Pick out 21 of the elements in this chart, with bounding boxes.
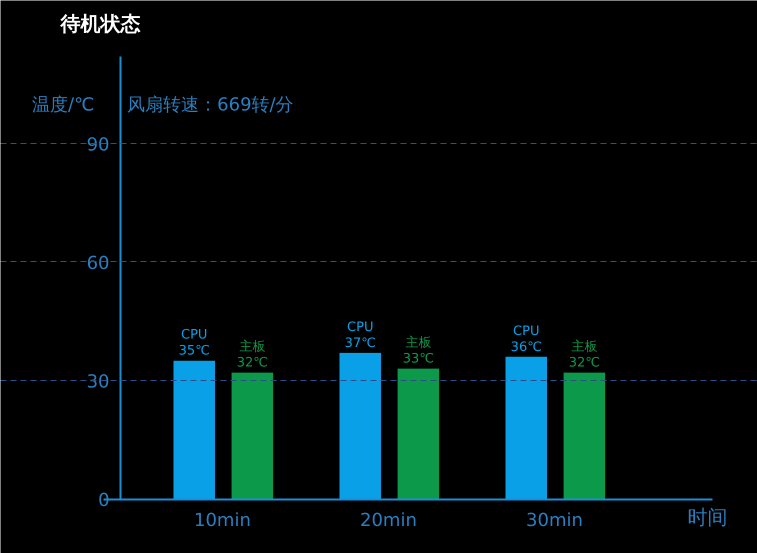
- text: CPU: [347, 320, 374, 335]
- series-label: CPU: [181, 328, 208, 343]
- x-tick-label: 10min: [194, 510, 251, 532]
- data-label: 32℃: [236, 356, 268, 371]
- data-label: 35℃: [178, 344, 210, 359]
- text: 主板: [571, 340, 598, 355]
- data-label: 33℃: [402, 352, 434, 367]
- x-axis-title: 时间: [687, 504, 728, 529]
- chart-title: 待机状态: [60, 12, 140, 36]
- data-label: 36℃: [510, 340, 542, 355]
- text: CPU: [513, 324, 540, 339]
- data-label: 32℃: [568, 356, 600, 371]
- y-tick-label: 0: [98, 490, 110, 512]
- y-tick-label: 90: [86, 134, 110, 156]
- text: 风扇转速：669转/分: [127, 94, 294, 116]
- x-tick-label: 20min: [360, 510, 417, 532]
- text: 主板: [405, 336, 432, 351]
- series-label: 主板: [239, 338, 266, 355]
- x-tick-label: 30min: [526, 510, 583, 532]
- y-axis-title: 温度/℃: [32, 94, 94, 116]
- data-label: 37℃: [344, 336, 376, 351]
